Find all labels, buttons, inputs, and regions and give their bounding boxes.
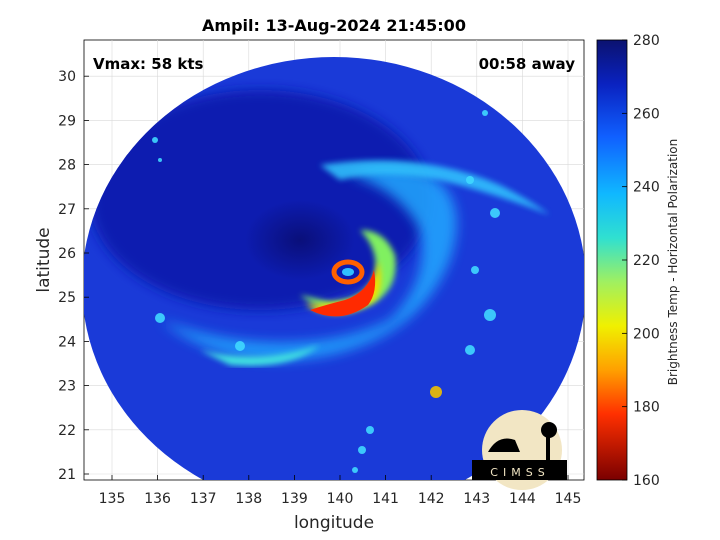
y-tick-label: 24 <box>58 334 76 350</box>
eyewall-core <box>310 270 376 317</box>
x-tick-label: 142 <box>418 491 445 507</box>
south-rainband <box>200 345 320 366</box>
eye-region <box>245 200 355 280</box>
x-axis-ticks: 135 136 137 138 139 140 141 142 143 144 145 <box>99 475 582 507</box>
colorbar-tick-label: 180 <box>633 400 660 416</box>
eye-center <box>342 268 354 276</box>
time-label: 00:58 away <box>479 55 576 73</box>
x-tick-label: 138 <box>235 491 262 507</box>
x-tick-label: 143 <box>463 491 490 507</box>
colorbar-tick-label: 240 <box>633 180 660 196</box>
logo-text: CIMSS <box>490 466 549 479</box>
colorbar-label: Brightness Temp - Horizontal Polarizatio… <box>666 139 680 386</box>
y-tick-label: 30 <box>58 69 76 85</box>
y-axis-label: latitude <box>34 227 54 292</box>
colorbar-tick-label: 260 <box>633 106 660 122</box>
y-tick-label: 29 <box>58 113 76 129</box>
colorbar-tick-label: 220 <box>633 253 660 269</box>
colorbar-tick-label: 160 <box>633 473 660 489</box>
y-axis-ticks: 21 22 23 24 25 26 27 28 29 30 <box>58 69 89 483</box>
x-tick-label: 141 <box>372 491 399 507</box>
x-tick-label: 135 <box>99 491 126 507</box>
north-rainband <box>320 160 550 215</box>
colorbar-tick-label: 280 <box>633 33 660 49</box>
y-tick-label: 28 <box>58 158 76 174</box>
vmax-label: Vmax: 58 kts <box>93 55 203 73</box>
y-tick-label: 21 <box>58 467 76 483</box>
eyewall-ring <box>331 259 365 285</box>
x-tick-label: 136 <box>144 491 171 507</box>
y-tick-label: 27 <box>58 202 76 218</box>
outer-rainband <box>160 167 457 361</box>
x-axis-label: longitude <box>294 513 374 533</box>
cimss-logo: CIMSS <box>472 410 567 490</box>
y-tick-label: 23 <box>58 379 76 395</box>
y-tick-label: 26 <box>58 246 76 262</box>
y-tick-label: 25 <box>58 290 76 306</box>
x-tick-label: 137 <box>190 491 217 507</box>
convective-cells <box>152 110 500 473</box>
satellite-image <box>84 57 584 480</box>
y-tick-label: 22 <box>58 423 76 439</box>
colorbar-tick-label: 200 <box>633 326 660 342</box>
x-tick-label: 139 <box>281 491 308 507</box>
figure-title: Ampil: 13-Aug-2024 21:45:00 <box>202 16 466 35</box>
x-tick-label: 140 <box>327 491 354 507</box>
x-tick-label: 145 <box>555 491 582 507</box>
colorbar-ticks: 160 180 200 220 240 260 280 <box>622 33 660 489</box>
x-tick-label: 144 <box>509 491 536 507</box>
